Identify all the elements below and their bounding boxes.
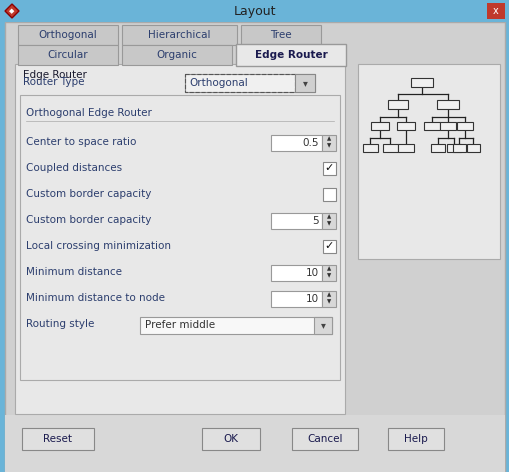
Bar (322, 188, 335, 201)
Text: Layout: Layout (233, 5, 276, 17)
Bar (202, 428, 260, 450)
Bar (270, 213, 321, 229)
Bar (456, 122, 472, 130)
Bar (185, 74, 294, 92)
Bar (185, 74, 315, 92)
Text: Coupled distances: Coupled distances (26, 163, 122, 173)
Bar (321, 265, 335, 281)
Bar (397, 144, 413, 152)
Bar (270, 135, 321, 151)
Text: ▾: ▾ (302, 78, 307, 88)
Text: Prefer middle: Prefer middle (145, 320, 215, 330)
Text: Local crossing minimization: Local crossing minimization (26, 241, 171, 251)
Text: ▲: ▲ (326, 214, 330, 219)
Text: Edge Router: Edge Router (23, 70, 87, 80)
Text: Orthogonal: Orthogonal (39, 30, 97, 40)
Text: OK: OK (223, 434, 238, 444)
Bar (292, 428, 357, 450)
Text: Circular: Circular (48, 50, 88, 60)
Polygon shape (5, 4, 19, 18)
Bar (0, 0, 509, 22)
Bar (140, 317, 331, 334)
Bar (22, 428, 94, 450)
Text: Orthogonal Edge Router: Orthogonal Edge Router (26, 108, 152, 118)
Bar (410, 78, 432, 87)
Text: 10: 10 (305, 294, 318, 304)
Bar (362, 144, 377, 152)
Bar (322, 240, 335, 253)
Text: ▲: ▲ (326, 136, 330, 142)
Bar (387, 100, 407, 109)
Text: Custom border capacity: Custom border capacity (26, 189, 151, 199)
Bar (370, 122, 388, 130)
Bar (439, 122, 455, 130)
Bar (452, 144, 465, 152)
Text: Orthogonal: Orthogonal (189, 78, 247, 88)
Bar (5, 415, 504, 472)
Text: ▾: ▾ (320, 320, 325, 330)
Bar (321, 135, 335, 151)
Text: 0.5: 0.5 (302, 138, 318, 148)
Text: ◆: ◆ (9, 8, 15, 14)
Text: ▲: ▲ (326, 293, 330, 297)
Text: ✓: ✓ (324, 163, 333, 173)
Text: Router Type: Router Type (23, 77, 84, 87)
Bar (294, 74, 315, 92)
Text: ▼: ▼ (326, 273, 330, 278)
Bar (396, 122, 414, 130)
Bar (314, 317, 331, 334)
Text: Help: Help (403, 434, 427, 444)
Bar (321, 291, 335, 307)
Bar (18, 25, 118, 45)
Bar (18, 45, 118, 65)
Text: ▼: ▼ (326, 300, 330, 304)
Bar (15, 64, 344, 414)
Text: Organic: Organic (156, 50, 197, 60)
Text: Minimum distance to node: Minimum distance to node (26, 293, 165, 303)
Bar (466, 144, 479, 152)
Bar (270, 265, 321, 281)
Bar (382, 144, 397, 152)
Text: 10: 10 (305, 268, 318, 278)
Bar (486, 3, 504, 19)
Bar (236, 44, 345, 66)
Bar (122, 25, 237, 45)
Bar (357, 64, 499, 259)
Bar (322, 162, 335, 175)
Text: Tree: Tree (270, 30, 291, 40)
Bar (321, 213, 335, 229)
Text: Routing style: Routing style (26, 319, 94, 329)
Bar (122, 45, 232, 65)
Text: ▼: ▼ (326, 221, 330, 227)
Text: Custom border capacity: Custom border capacity (26, 215, 151, 225)
Bar (270, 291, 321, 307)
Text: Edge Router: Edge Router (254, 50, 327, 60)
Bar (387, 428, 443, 450)
Bar (436, 100, 458, 109)
Text: ▼: ▼ (326, 143, 330, 149)
Bar (446, 144, 460, 152)
Text: Reset: Reset (43, 434, 72, 444)
Bar (241, 25, 320, 45)
Text: ▲: ▲ (326, 267, 330, 271)
Text: Center to space ratio: Center to space ratio (26, 137, 136, 147)
Text: ✓: ✓ (324, 241, 333, 251)
Bar (423, 122, 439, 130)
Text: Cancel: Cancel (306, 434, 342, 444)
Text: Minimum distance: Minimum distance (26, 267, 122, 277)
Text: Hierarchical: Hierarchical (148, 30, 210, 40)
Bar (20, 95, 340, 380)
Bar (430, 144, 444, 152)
Text: 5: 5 (312, 216, 318, 226)
Text: x: x (492, 6, 498, 16)
